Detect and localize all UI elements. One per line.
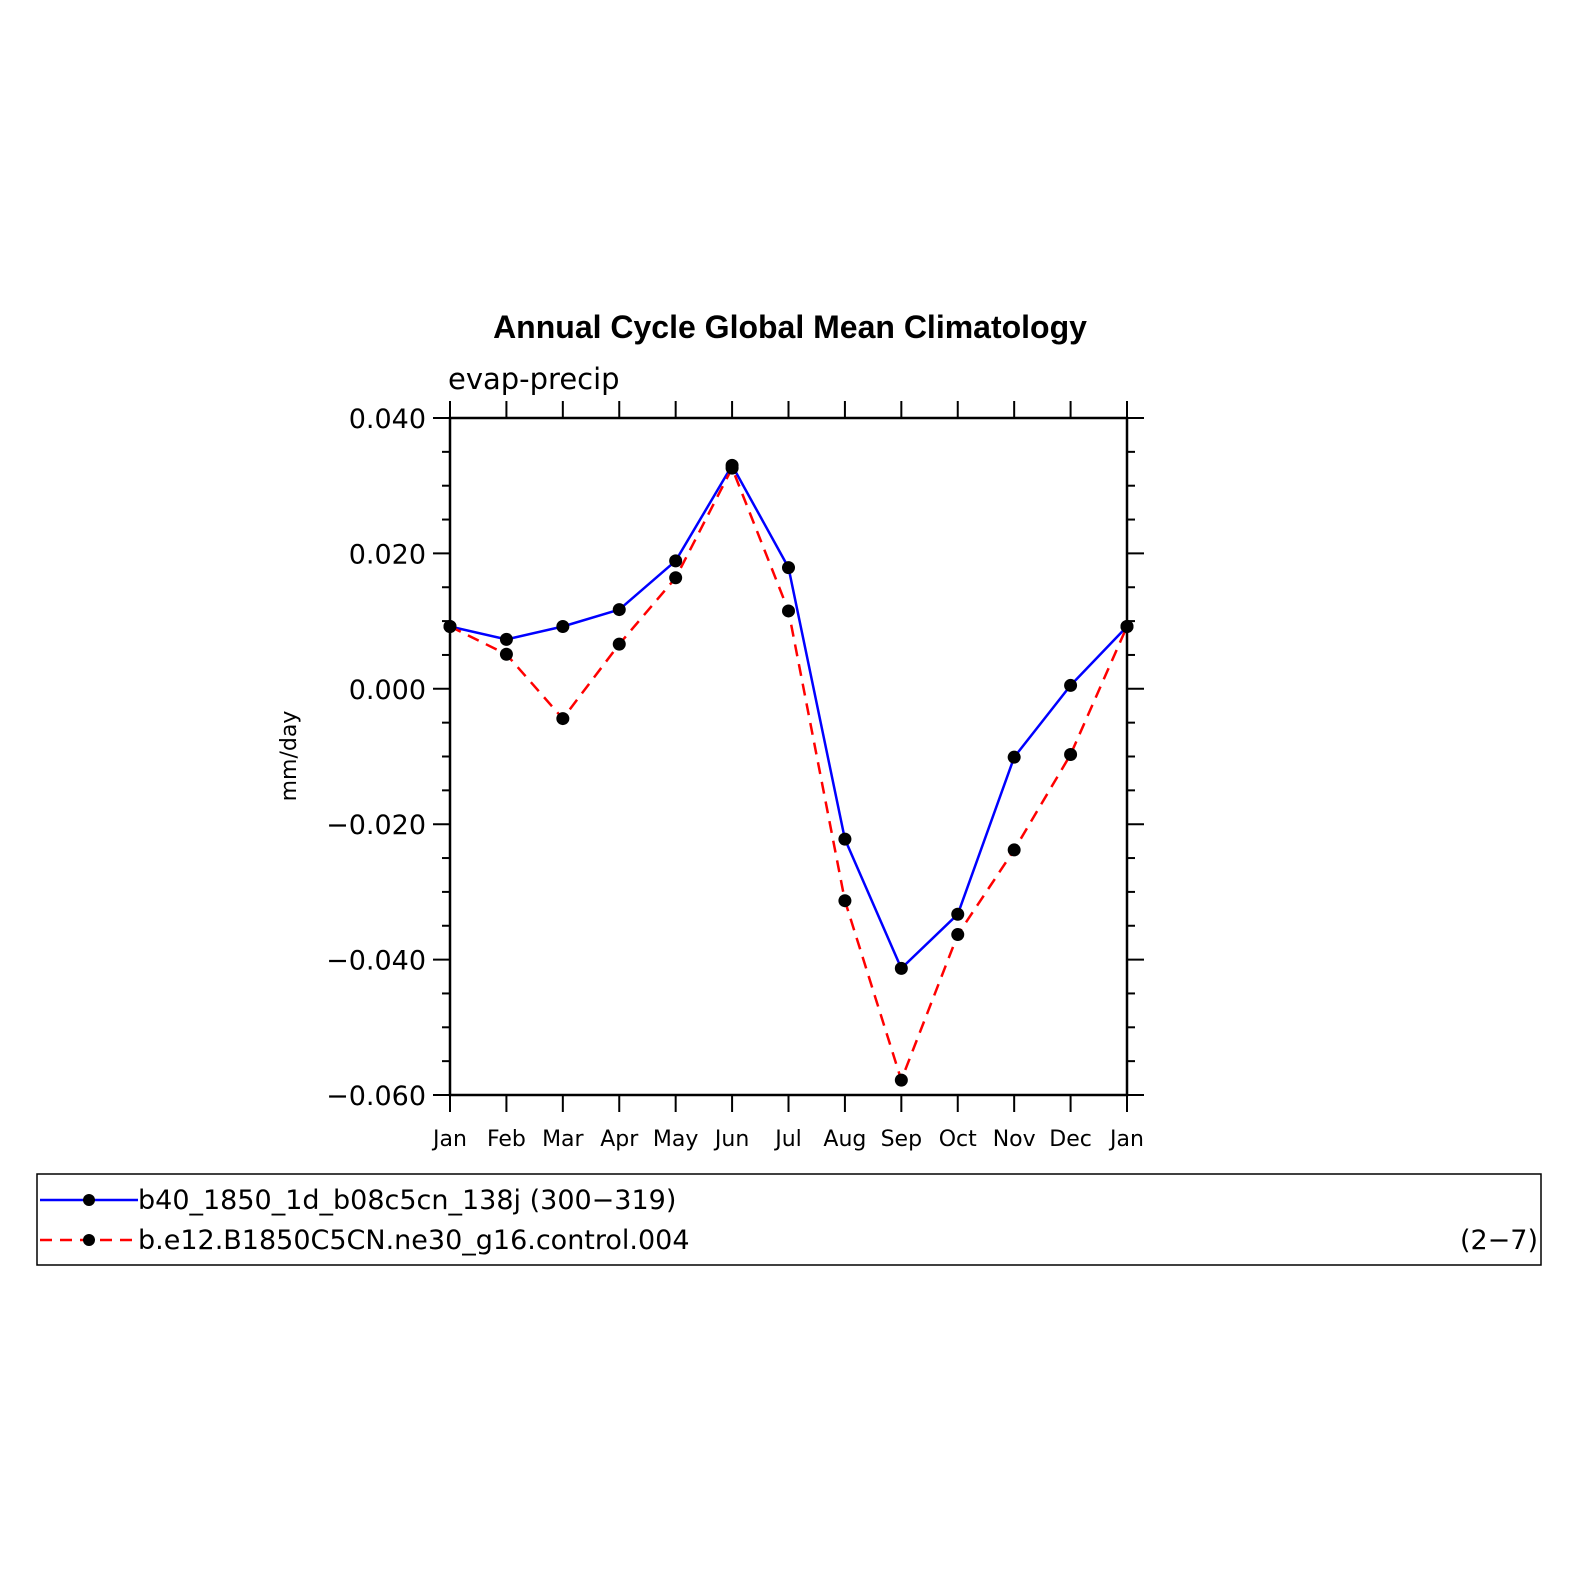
x-tick-label: Jul [773,1127,802,1152]
legend: b40_1850_1d_b08c5cn_138j (300−319) b.e12… [36,1173,1542,1266]
legend-label-1: b40_1850_1d_b08c5cn_138j (300−319) [138,1185,676,1216]
x-tick-label: Jan [1108,1127,1144,1152]
series-2-point [556,712,570,726]
y-tick-labels: 0.040 0.020 0.000 −0.020 −0.040 −0.060 [326,404,426,1112]
y-tick-label: −0.040 [326,946,426,977]
x-tick-label: Dec [1049,1127,1092,1152]
legend-marker-1 [83,1194,95,1206]
series-1-point [951,907,965,921]
legend-marker-2 [83,1234,95,1246]
series-line-1 [449,464,1128,970]
series-1-point [1064,678,1078,692]
x-tick-label: Aug [823,1127,866,1152]
chart-subtitle: evap-precip [448,362,620,396]
plot-frame [448,416,1129,1097]
series-2-point [1064,747,1078,761]
x-tick-label: Sep [881,1127,922,1152]
series-line-2 [449,466,1129,1082]
series-layer [443,458,1134,1087]
y-tick-label: −0.060 [326,1081,426,1112]
series-2-point [1007,843,1021,857]
legend-label-2: b.e12.B1850C5CN.ne30_g16.control.004 [138,1225,690,1256]
series-2-point [499,647,513,661]
series-1-point [894,961,908,975]
chart-title: Annual Cycle Global Mean Climatology [493,309,1087,345]
y-tick-label: 0.000 [349,675,426,706]
series-2-point [838,894,852,908]
axis-ticks [433,401,1144,1112]
y-tick-label: −0.020 [326,810,426,841]
x-tick-label: May [653,1127,698,1152]
series-2-point [669,571,683,585]
y-tick-label: 0.040 [349,404,426,435]
x-tick-label: Jan [431,1127,467,1152]
series-2-point [894,1073,908,1087]
y-axis-label: mm/day [277,711,302,802]
x-tick-label: Nov [993,1127,1036,1152]
legend-box [36,1173,1542,1266]
series-1-point [556,620,570,634]
x-tick-labels: Jan Feb Mar Apr May Jun Jul Aug Sep Oct Nov Dec Jan [431,1127,1144,1152]
legend-entry-1: b40_1850_1d_b08c5cn_138j (300−319) [40,1185,676,1216]
series-1-point [782,561,795,575]
x-tick-label: Oct [939,1127,977,1152]
x-tick-label: Apr [600,1127,639,1152]
series-1-point [499,632,513,646]
x-tick-label: Feb [487,1127,526,1152]
series-2-point [951,928,965,942]
series-2-point [782,604,795,618]
y-tick-label: 0.020 [349,539,426,570]
series-2-point [725,461,739,475]
series-1-point [1007,750,1021,764]
series-1-point [669,554,683,568]
x-tick-label: Mar [542,1127,584,1152]
series-1-point [612,603,626,617]
legend-entry-2: b.e12.B1850C5CN.ne30_g16.control.004 [40,1225,690,1256]
series-1-point [838,832,852,846]
legend-corner-note: (2−7) [1460,1225,1538,1256]
x-tick-label: Jun [713,1127,749,1152]
series-2-point [612,637,626,651]
